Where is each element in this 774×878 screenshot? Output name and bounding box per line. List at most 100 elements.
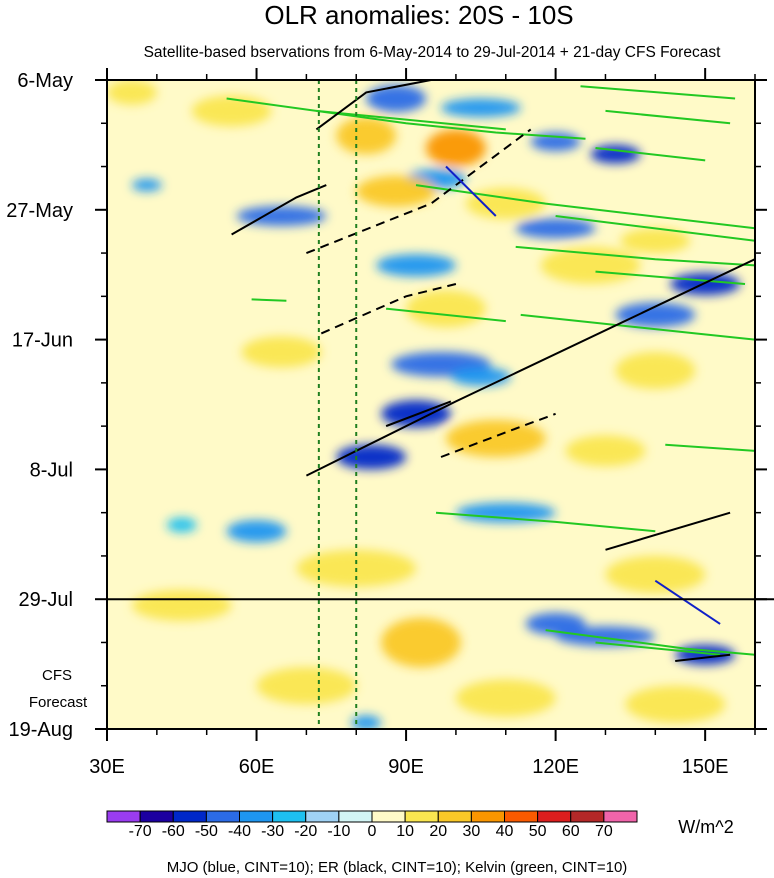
kelvin-contour: [605, 109, 731, 125]
colorbar-label: -40: [228, 823, 251, 840]
colorbar-swatch: [239, 810, 274, 823]
er-contour: [605, 511, 731, 551]
anomaly-blob: [455, 679, 556, 717]
kelvin-contour: [251, 298, 287, 302]
colorbar-label: -20: [294, 823, 317, 840]
kelvin-contour: [595, 270, 746, 285]
colorbar-swatch: [603, 810, 638, 823]
colorbar-label: 30: [462, 823, 480, 840]
anomaly-blob: [191, 95, 272, 127]
kelvin-contour: [555, 215, 755, 242]
anomaly-blob: [525, 612, 586, 636]
forecast-label-line2: Forecast: [29, 694, 88, 711]
anomaly-blob: [540, 246, 641, 284]
mjo-contour: [445, 165, 497, 217]
colorbar-swatch: [338, 810, 373, 823]
anomaly-blob: [376, 254, 456, 277]
x-tick-label: 60E: [239, 756, 275, 778]
colorbar-swatch: [404, 810, 439, 823]
kelvin-contour: [226, 97, 586, 140]
kelvin-contour: [435, 511, 656, 533]
x-tick-label: 30E: [89, 756, 125, 778]
anomaly-blob: [226, 520, 287, 543]
colorbar-label: 0: [368, 823, 377, 840]
colorbar-label: 40: [496, 823, 514, 840]
y-tick-label: 29-Jul: [19, 589, 73, 611]
kelvin-contour: [595, 147, 706, 162]
colorbar-swatch: [371, 810, 406, 823]
anomaly-blob: [605, 555, 706, 594]
colorbar-swatch: [570, 810, 605, 823]
kelvin-contour: [316, 109, 506, 131]
colorbar-swatch: [437, 810, 472, 823]
anomaly-blob: [515, 218, 596, 239]
x-tick-label: 150E: [682, 756, 729, 778]
anomaly-blob: [381, 617, 461, 668]
er-contour-dashed: [306, 128, 532, 255]
colorbar-swatch: [272, 810, 307, 823]
anomaly-blob: [445, 419, 546, 458]
anomaly-blob: [336, 444, 407, 470]
er-contour: [385, 400, 452, 428]
heatmap-layer: [107, 80, 741, 729]
anomaly-blob: [366, 84, 427, 113]
anomaly-blob: [241, 336, 322, 368]
colorbar-label: -60: [162, 823, 185, 840]
kelvin-contour: [520, 313, 755, 341]
chart-subtitle: Satellite-based bservations from 6-May-2…: [144, 44, 721, 61]
colorbar-label: 60: [562, 823, 580, 840]
colorbar-label: -70: [129, 823, 152, 840]
kelvin-contour: [595, 641, 721, 656]
er-contour-dashed: [320, 283, 457, 335]
y-tick-label: 8-Jul: [30, 459, 73, 481]
colorbar-units: W/m^2: [678, 817, 733, 837]
anomaly-blob: [336, 117, 397, 155]
colorbar-label: 70: [595, 823, 613, 840]
y-tick-label: 27-May: [6, 200, 73, 222]
x-tick-label: 120E: [532, 756, 579, 778]
colorbar-label: -10: [327, 823, 350, 840]
colorbar-swatch: [537, 810, 572, 823]
er-contour-dashed: [440, 412, 556, 458]
chart-title: OLR anomalies: 20S - 10S: [264, 0, 573, 30]
anomaly-blob: [440, 98, 521, 118]
anomaly-blob: [351, 715, 382, 729]
colorbar-swatch: [139, 810, 174, 823]
kelvin-contour: [665, 443, 755, 452]
forecast-label-line1: CFS: [42, 667, 72, 684]
x-tick-label: 90E: [388, 756, 424, 778]
anomaly-blob: [455, 502, 556, 523]
anomaly-blob: [107, 80, 157, 105]
colorbar-label: 10: [396, 823, 414, 840]
kelvin-contour: [580, 85, 736, 100]
anomaly-blob: [166, 517, 197, 533]
kelvin-contour: [385, 307, 506, 323]
anomaly-blob: [406, 290, 486, 328]
anomaly-blob: [236, 206, 327, 226]
anomaly-blob-group: [107, 80, 741, 729]
chart-footer: MJO (blue, CINT=10); ER (black, CINT=10)…: [167, 859, 628, 876]
colorbar-swatch: [172, 810, 207, 823]
anomaly-blob: [256, 667, 357, 705]
colorbar-swatch: [205, 810, 240, 823]
kelvin-contour: [415, 184, 755, 230]
colorbar-swatch: [305, 810, 340, 823]
anomaly-blob: [426, 129, 486, 167]
colorbar-label: -50: [195, 823, 218, 840]
axes: 30E 60E 90E 120E 150E 6-May 27-May 17-Jun 8-Jul 2…: [6, 68, 767, 778]
colorbar-swatch: [504, 810, 539, 823]
er-contour: [675, 653, 731, 662]
y-tick-label: 17-Jun: [12, 330, 73, 352]
colorbar-label: -30: [261, 823, 284, 840]
colorbar-swatch: [470, 810, 505, 823]
anomaly-blob: [615, 351, 696, 390]
er-contour: [315, 80, 432, 131]
y-tick-label: 19-Aug: [9, 719, 74, 741]
colorbar: -70 -60 -50 -40 -30 -20 -10 0 10 20 30 40 50 60 70: [106, 810, 638, 840]
anomaly-blob: [565, 435, 646, 467]
er-contour: [231, 184, 327, 236]
anomaly-blob: [625, 685, 726, 723]
y-tick-label: 6-May: [17, 70, 73, 92]
kelvin-contour: [545, 629, 755, 656]
